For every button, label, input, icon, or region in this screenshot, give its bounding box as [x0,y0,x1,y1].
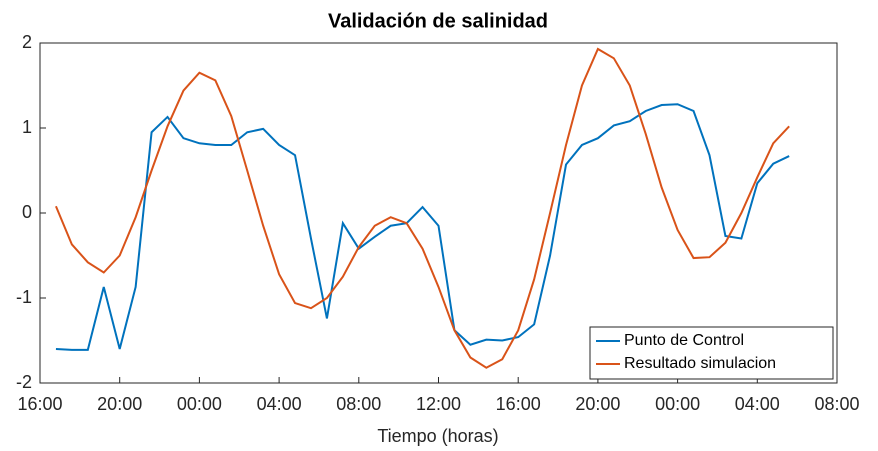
x-tick-label: 08:00 [336,394,381,414]
x-tick-label: 20:00 [575,394,620,414]
x-tick-label: 00:00 [177,394,222,414]
legend-label: Punto de Control [624,332,744,349]
legend-box [589,326,834,380]
x-tick-label: 20:00 [97,394,142,414]
y-tick-label: 0 [22,202,32,222]
x-tick-label: 04:00 [735,394,780,414]
x-axis-label: Tiempo (horas) [377,426,498,446]
x-tick-label: 12:00 [416,394,461,414]
x-tick-label: 16:00 [17,394,62,414]
x-tick-label: 08:00 [814,394,859,414]
x-tick-label: 00:00 [655,394,700,414]
line [55,47,790,369]
plot-area [39,42,838,384]
y-tick-label: -1 [16,287,32,307]
y-tick-label: 1 [22,117,32,137]
x-tick-label: 04:00 [257,394,302,414]
chart-title: Validación de salinidad [328,10,548,32]
line [55,103,790,351]
x-tick-label: 16:00 [496,394,541,414]
legend-label: Resultado simulacion [624,355,776,372]
y-tick-label: 2 [22,32,32,52]
y-tick-label: -2 [16,372,32,392]
